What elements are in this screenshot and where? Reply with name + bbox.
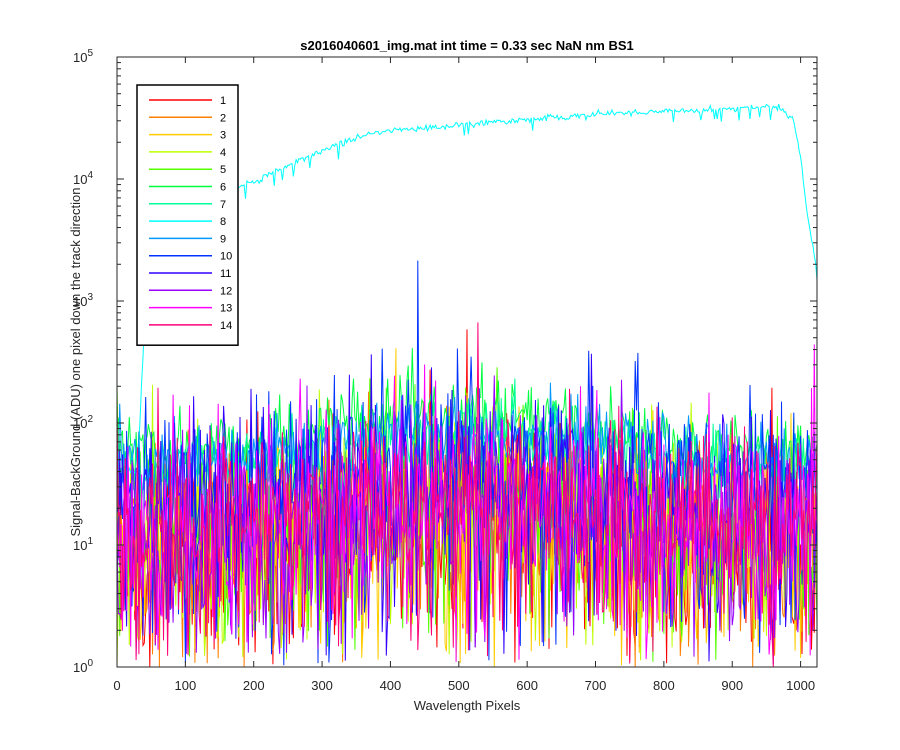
legend-label-10: 10 [220,251,232,263]
legend-label-3: 3 [220,130,226,142]
y-tick-exponent: 0 [87,658,93,669]
y-tick-exponent: 4 [87,170,93,181]
y-tick-base: 10 [73,50,87,65]
y-tick-exponent: 2 [87,414,93,425]
legend-label-7: 7 [220,199,226,211]
y-tick-base: 10 [73,416,87,431]
x-tick-label: 700 [585,678,607,693]
series-layer [117,103,817,667]
legend-label-1: 1 [220,95,226,107]
legend-label-14: 14 [220,320,232,332]
legend-label-6: 6 [220,182,226,194]
x-tick-label: 100 [175,678,197,693]
x-tick-label: 300 [311,678,333,693]
y-tick-base: 10 [73,660,87,675]
legend-label-2: 2 [220,112,226,124]
legend-label-4: 4 [220,147,226,159]
x-tick-label: 1000 [786,678,815,693]
y-tick-label: 104 [73,170,93,187]
y-tick-exponent: 3 [87,292,93,303]
legend-box [136,84,239,346]
y-tick-base: 10 [73,538,87,553]
y-tick-label: 101 [73,536,93,553]
y-tick-label: 100 [73,658,93,675]
x-tick-label: 0 [113,678,120,693]
x-tick-label: 800 [653,678,675,693]
legend-label-9: 9 [220,233,226,245]
legend-label-13: 13 [220,303,232,315]
x-axis: 0 100 200 300 400 500 600 700 800 900 1000 [113,57,815,693]
y-tick-label: 105 [73,48,93,65]
plot-frame [116,56,818,668]
legend-label-12: 12 [220,285,232,297]
x-tick-label: 500 [448,678,470,693]
y-tick-exponent: 5 [87,48,93,59]
x-tick-label: 400 [380,678,402,693]
y-tick-exponent: 1 [87,536,93,547]
x-tick-label: 900 [721,678,743,693]
legend-label-5: 5 [220,164,226,176]
series-line-14 [117,322,817,667]
x-axis-title: Wavelength Pixels [414,698,521,713]
legend-label-8: 8 [220,216,226,228]
x-tick-label: 600 [516,678,538,693]
x-tick-label: 200 [243,678,265,693]
y-tick-label: 103 [73,292,93,309]
chart-title: s2016040601_img.mat int time = 0.33 sec … [300,38,634,53]
y-axis-title: Signal-BackGround (ADU) one pixel down t… [68,187,83,536]
y-tick-base: 10 [73,294,87,309]
legend-label-11: 11 [220,268,231,280]
y-tick-base: 10 [73,172,87,187]
y-tick-label: 102 [73,414,93,431]
